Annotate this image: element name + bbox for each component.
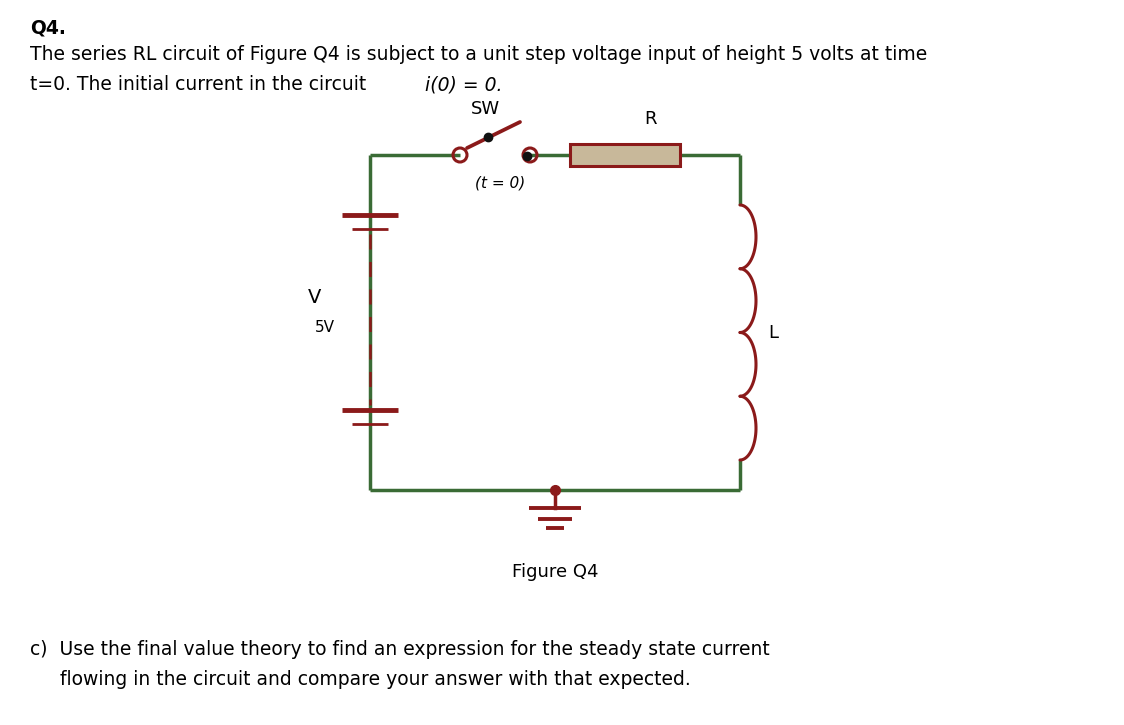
Bar — [570, 144, 680, 166]
Text: t=0. The initial current in the circuit: t=0. The initial current in the circuit — [30, 75, 372, 94]
Text: flowing in the circuit and compare your answer with that expected.: flowing in the circuit and compare your … — [30, 670, 691, 689]
Text: 5V: 5V — [315, 320, 335, 335]
Text: c)  Use the final value theory to find an expression for the steady state curren: c) Use the final value theory to find an… — [30, 640, 770, 659]
Text: (t = 0): (t = 0) — [474, 175, 525, 190]
Text: L: L — [768, 323, 778, 341]
Text: Figure Q4: Figure Q4 — [511, 563, 598, 581]
Text: SW: SW — [471, 100, 499, 118]
Text: i(0) = 0.: i(0) = 0. — [425, 75, 502, 94]
Text: R: R — [644, 110, 656, 128]
Text: The series RL circuit of Figure Q4 is subject to a unit step voltage input of he: The series RL circuit of Figure Q4 is su… — [30, 45, 927, 64]
Text: Q4.: Q4. — [30, 18, 66, 37]
Text: V: V — [308, 288, 321, 307]
